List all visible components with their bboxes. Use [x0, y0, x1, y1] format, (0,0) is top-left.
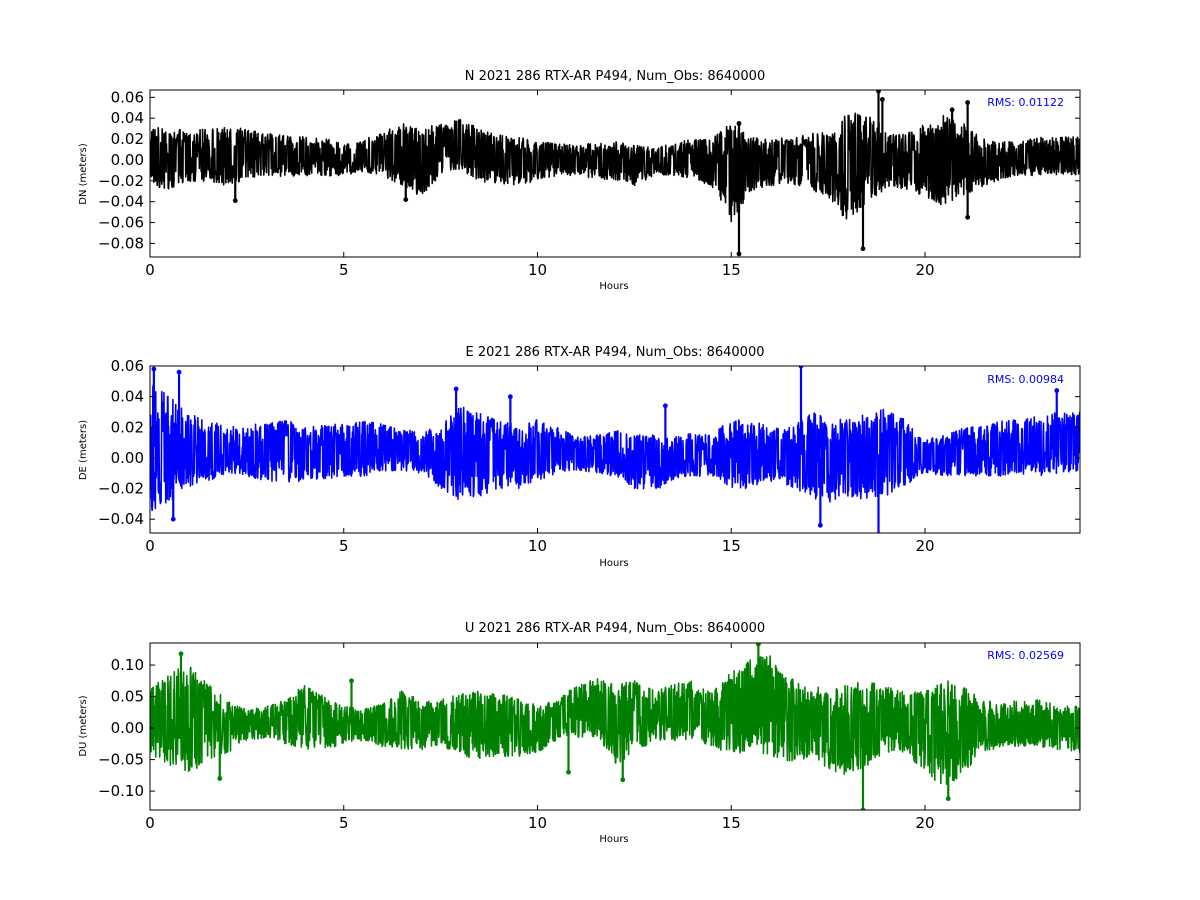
- data-point: [176, 369, 182, 375]
- x-tick-label: 20: [915, 814, 934, 832]
- data-point: [736, 121, 742, 126]
- y-tick-label: 0.05: [111, 688, 144, 706]
- x-axis: 0 5 10 15 20: [145, 90, 935, 279]
- y-tick-label: −0.08: [98, 234, 144, 252]
- y-tick-label: 0.06: [111, 88, 144, 106]
- y-tick-label: 0.02: [111, 418, 144, 436]
- data-point: [755, 643, 761, 647]
- x-axis-label: Hours: [599, 834, 628, 845]
- x-tick-label: 20: [915, 261, 934, 279]
- subplot-east: E 2021 286 RTX-AR P494, Num_Obs: 8640000…: [78, 345, 1081, 569]
- y-tick-label: −0.06: [98, 214, 144, 232]
- x-tick-label: 15: [722, 261, 741, 279]
- x-tick-label: 0: [145, 814, 155, 832]
- data-point: [736, 251, 742, 257]
- rms-annotation: RMS: 0.00984: [987, 373, 1064, 386]
- data-point: [566, 769, 571, 775]
- y-tick-label: −0.02: [98, 172, 144, 190]
- data-point: [170, 516, 176, 522]
- rms-annotation: RMS: 0.02569: [987, 649, 1064, 662]
- x-tick-label: 10: [528, 261, 547, 279]
- data-point: [217, 776, 223, 781]
- chart-title: U 2021 286 RTX-AR P494, Num_Obs: 8640000: [465, 621, 765, 636]
- chart-title: N 2021 286 RTX-AR P494, Num_Obs: 8640000: [465, 69, 765, 84]
- y-axis: −0.04 −0.02 0.00 0.02 0.04 0.06: [98, 357, 1080, 528]
- y-axis-label: DN (meters): [78, 143, 89, 205]
- data-point: [1054, 388, 1060, 393]
- chart-title: E 2021 286 RTX-AR P494, Num_Obs: 8640000: [466, 345, 765, 360]
- data-series-line: [150, 384, 1080, 512]
- y-tick-label: 0.04: [111, 109, 144, 127]
- plot-area: [150, 366, 1080, 533]
- data-point: [151, 366, 157, 372]
- x-tick-label: 0: [145, 537, 155, 555]
- axes-frame: [149, 89, 1081, 258]
- data-point: [949, 107, 955, 113]
- y-tick-label: −0.02: [98, 480, 144, 498]
- y-tick-label: 0.00: [111, 449, 144, 467]
- data-series-line: [150, 655, 1080, 785]
- y-axis-label: DE (meters): [78, 420, 89, 480]
- y-axis: −0.10 −0.05 0.00 0.05 0.10: [98, 656, 1080, 800]
- x-tick-label: 15: [722, 537, 741, 555]
- y-tick-label: 0.04: [111, 388, 144, 406]
- y-tick-label: 0.06: [111, 357, 144, 375]
- x-tick-label: 5: [339, 261, 349, 279]
- plot-area: [150, 90, 1080, 257]
- y-tick-label: 0.00: [111, 719, 144, 737]
- data-point: [860, 807, 866, 810]
- y-tick-label: 0.02: [111, 130, 144, 148]
- data-point: [879, 96, 885, 102]
- data-series-line: [150, 112, 1080, 223]
- y-tick-label: 0.00: [111, 151, 144, 169]
- x-tick-label: 5: [339, 537, 349, 555]
- data-point: [876, 90, 881, 94]
- data-point: [965, 214, 971, 220]
- data-point: [349, 678, 354, 684]
- data-point: [860, 246, 866, 252]
- rms-annotation: RMS: 0.01122: [987, 96, 1064, 109]
- plot-area: [150, 643, 1080, 810]
- y-tick-label: 0.10: [111, 656, 144, 674]
- x-tick-label: 20: [915, 537, 934, 555]
- subplot-up: U 2021 286 RTX-AR P494, Num_Obs: 8640000…: [78, 621, 1081, 845]
- y-tick-label: −0.10: [98, 782, 144, 800]
- x-axis: 0 5 10 15 20: [145, 643, 935, 832]
- data-point: [945, 796, 951, 802]
- data-point: [403, 197, 409, 202]
- x-axis-label: Hours: [599, 558, 628, 569]
- axes-frame: [149, 642, 1081, 811]
- y-tick-label: −0.05: [98, 751, 144, 769]
- y-tick-label: −0.04: [98, 193, 144, 211]
- x-tick-label: 10: [528, 537, 547, 555]
- data-point: [507, 394, 513, 400]
- y-tick-label: −0.04: [98, 510, 144, 528]
- x-tick-label: 15: [722, 814, 741, 832]
- data-point: [965, 100, 971, 105]
- subplot-north: N 2021 286 RTX-AR P494, Num_Obs: 8640000…: [78, 69, 1081, 292]
- data-point: [178, 651, 184, 657]
- y-axis-label: DU (meters): [78, 695, 89, 756]
- data-point: [798, 366, 804, 369]
- data-point: [662, 403, 668, 409]
- data-point: [620, 777, 626, 783]
- x-tick-label: 5: [339, 814, 349, 832]
- data-point: [453, 386, 459, 392]
- y-axis: −0.08 −0.06 −0.04 −0.02 0.00 0.02 0.04 0.06: [98, 88, 1080, 252]
- x-axis: 0 5 10 15 20: [145, 366, 935, 555]
- data-point: [817, 522, 823, 528]
- x-tick-label: 10: [528, 814, 547, 832]
- x-axis-label: Hours: [599, 281, 628, 292]
- axes-frame: [149, 365, 1081, 534]
- data-point: [232, 198, 238, 204]
- x-tick-label: 0: [145, 261, 155, 279]
